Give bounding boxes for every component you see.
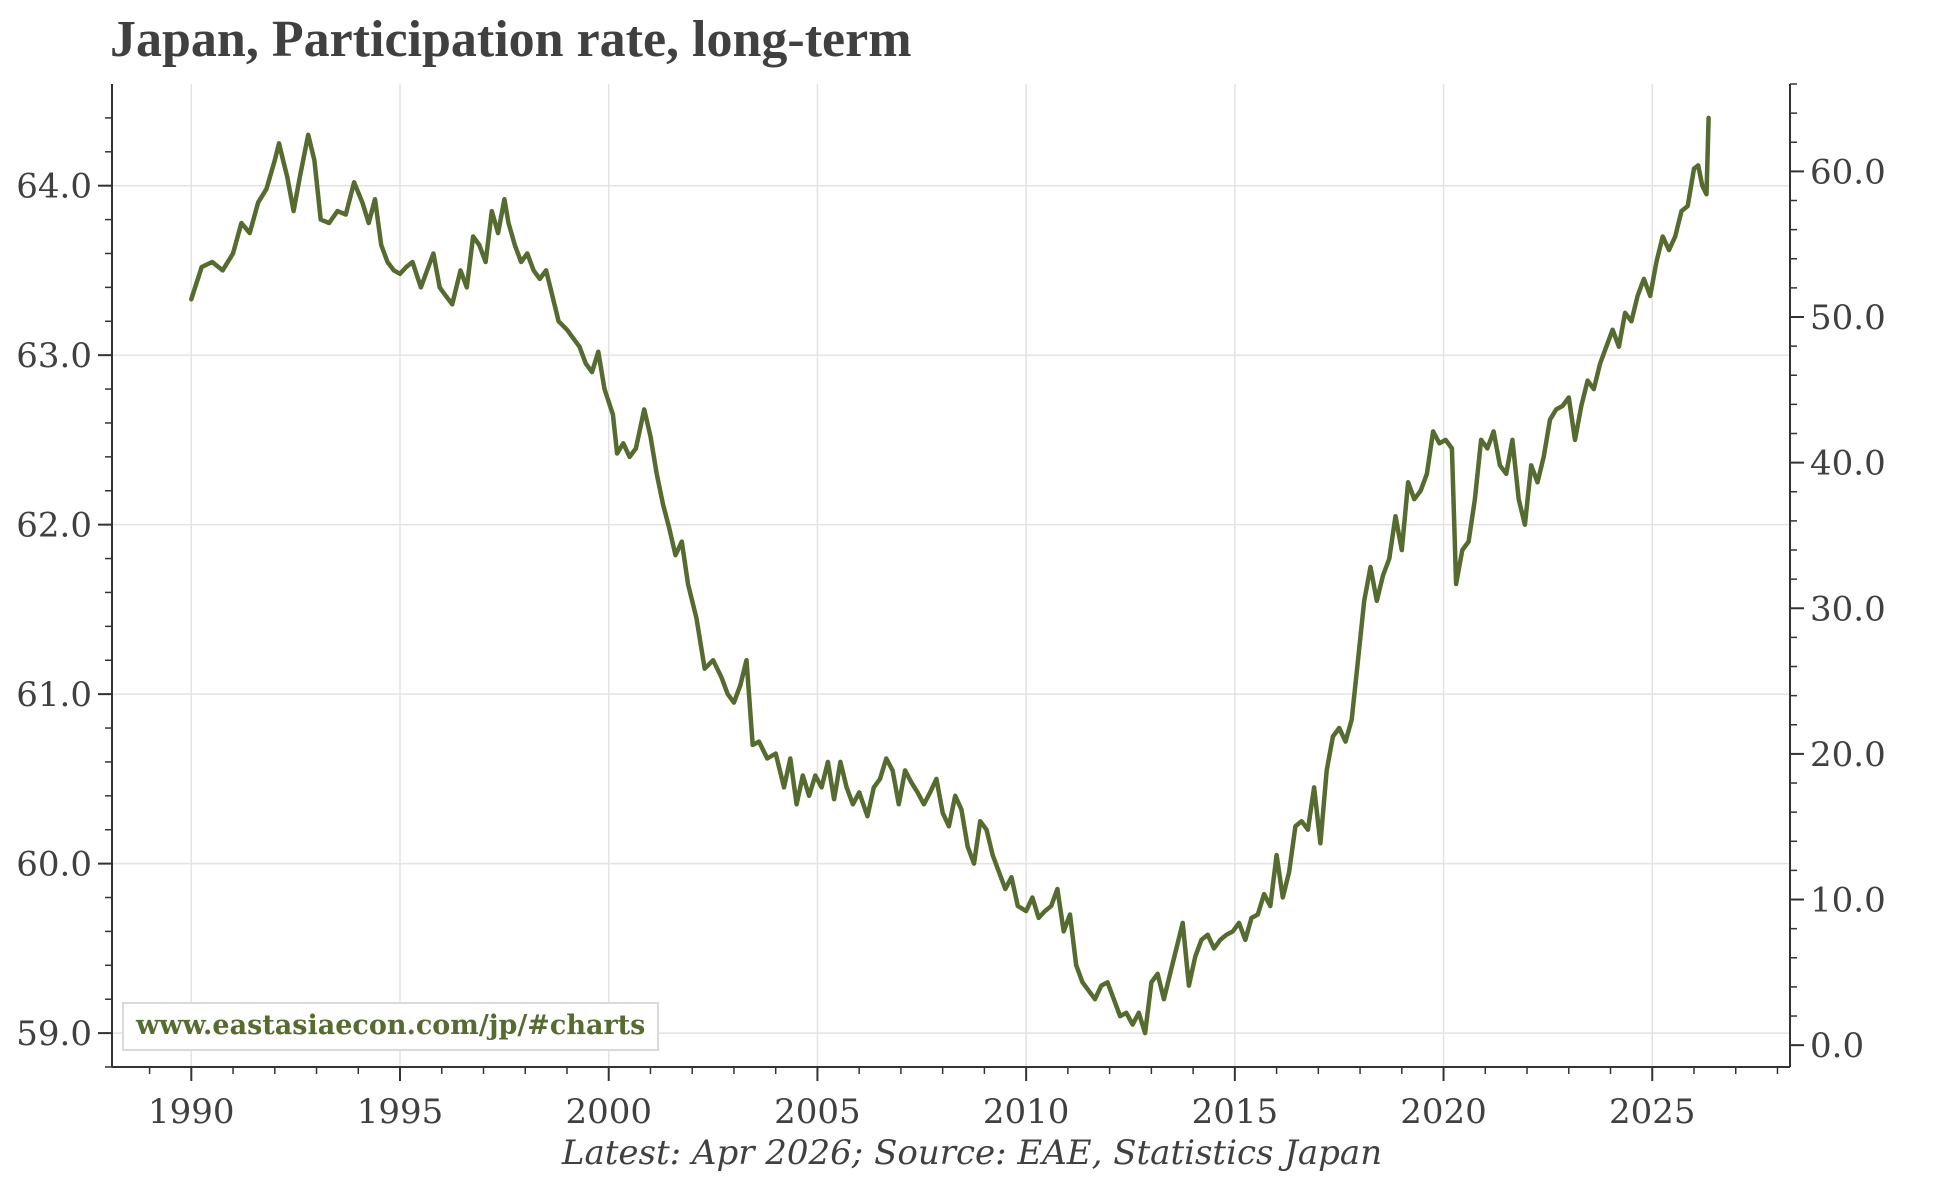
x-tick-label: 1990 [148,1092,235,1132]
series-line-layer [189,115,1711,1036]
y-left-tick-label: 60.0 [16,845,92,885]
x-tick-label: 1995 [357,1092,444,1132]
grid-lines [112,84,1790,1067]
y-left-tick-label: 61.0 [16,675,92,715]
x-tick-label: 2005 [774,1092,861,1132]
chart-title: Japan, Participation rate, long-term [110,11,912,68]
y-left-tick-label: 64.0 [16,167,92,207]
y-left-tick-label: 59.0 [16,1014,92,1054]
y-right-tick-label: 30.0 [1810,589,1886,629]
y-right-tick-label: 10.0 [1810,881,1886,921]
source-footnote: Latest: Apr 2026; Source: EAE, Statistic… [561,1133,1383,1173]
x-tick-label: 2025 [1609,1092,1696,1132]
y-right-tick-label: 20.0 [1810,735,1886,775]
y-left-tick-label: 62.0 [16,506,92,546]
watermark-link[interactable]: www.eastasiaecon.com/jp/#charts [122,1002,660,1051]
axes: 1990 1995 2000 2005 2010 2015 2020 2025 59.0 60.0… [16,83,1886,1132]
x-tick-label: 2000 [565,1092,652,1132]
y-right-tick-label: 60.0 [1810,152,1886,192]
y-right-tick-label: 50.0 [1810,298,1886,338]
x-tick-label: 2020 [1400,1092,1487,1132]
series-line [189,115,1711,1036]
x-tick-label: 2010 [983,1092,1070,1132]
y-right-tick-label: 40.0 [1810,444,1886,484]
x-tick-label: 2015 [1192,1092,1279,1132]
y-right-tick-label: 0.0 [1810,1026,1864,1066]
y-left-tick-label: 63.0 [16,336,92,376]
